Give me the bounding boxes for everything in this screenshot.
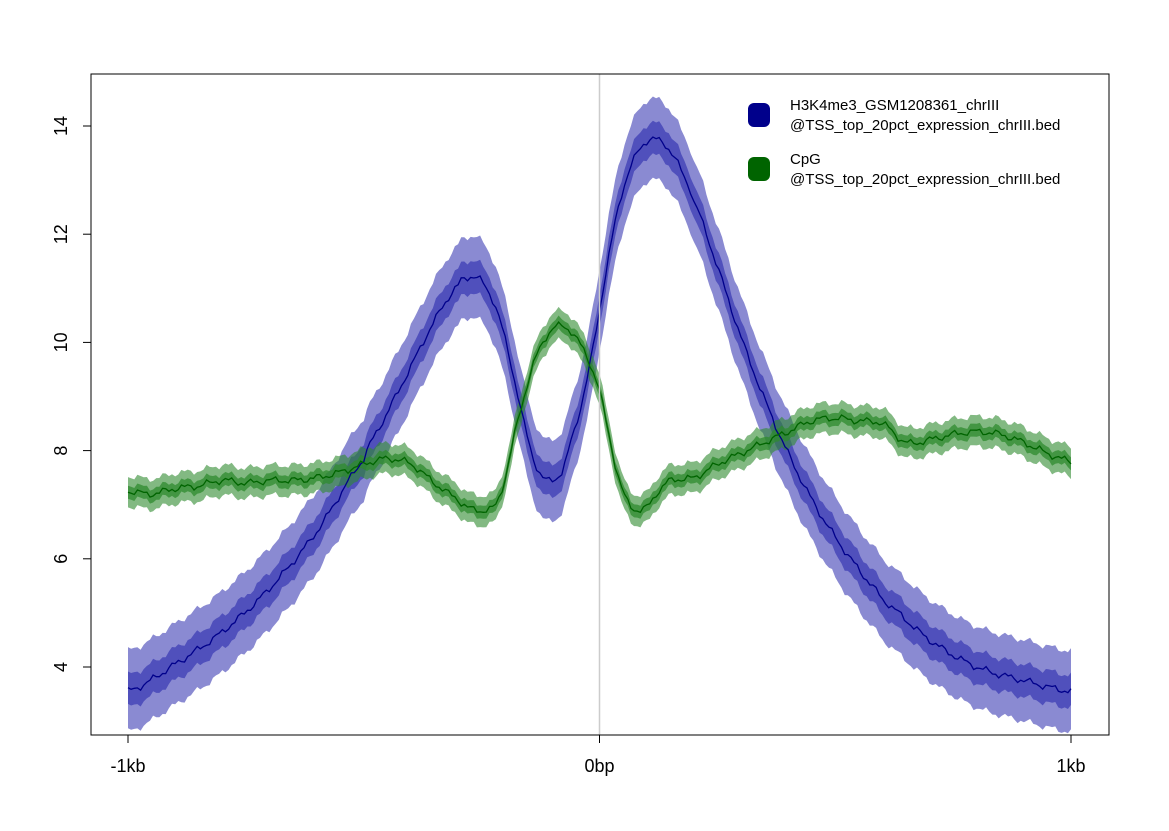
- legend-label: @TSS_top_20pct_expression_chrIII.bed: [790, 117, 1060, 134]
- x-axis: -1kb 0bp 1kb: [110, 734, 1086, 776]
- legend-swatch: [748, 103, 770, 127]
- bands-layer: [128, 96, 1071, 734]
- legend-swatch: [748, 157, 770, 181]
- y-tick-label: 8: [51, 446, 71, 456]
- legend-label: CpG: [790, 151, 821, 168]
- y-tick-label: 6: [51, 554, 71, 564]
- legend-label: H3K4me3_GSM1208361_chrIII: [790, 97, 999, 114]
- x-tick-label: 1kb: [1056, 756, 1085, 776]
- y-tick-label: 4: [51, 662, 71, 672]
- y-tick-label: 12: [51, 224, 71, 244]
- y-tick-label: 14: [51, 116, 71, 136]
- h3k4me3-outer-band: [128, 96, 1071, 734]
- y-tick-label: 10: [51, 332, 71, 352]
- legend: H3K4me3_GSM1208361_chrIII @TSS_top_20pct_…: [748, 97, 1060, 188]
- cpg-outer-band: [128, 306, 1071, 528]
- legend-label: @TSS_top_20pct_expression_chrIII.bed: [790, 171, 1060, 188]
- x-tick-label: 0bp: [584, 756, 614, 776]
- cpg-inner-band: [128, 315, 1071, 519]
- y-axis: 4 6 8 10 12 14: [51, 116, 91, 672]
- x-tick-label: -1kb: [110, 756, 145, 776]
